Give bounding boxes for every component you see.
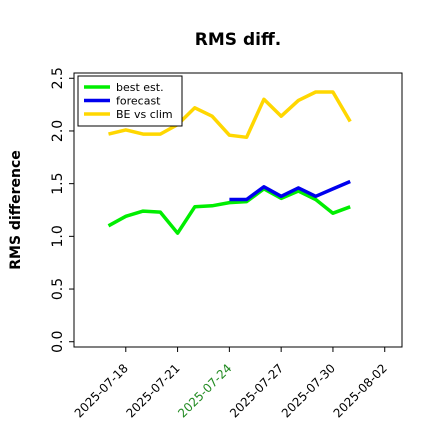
- x-tick-label: 2025-07-24: [175, 361, 234, 420]
- y-tick-label: 0.0: [50, 331, 66, 353]
- series-line: [229, 179, 351, 202]
- legend-label: forecast: [116, 95, 161, 108]
- y-tick-label: 2.5: [50, 67, 66, 89]
- x-tick-label: 2025-08-02: [331, 361, 390, 420]
- legend-label: BE vs clim: [116, 108, 173, 121]
- chart-title: RMS diff.: [195, 30, 281, 50]
- legend-label: best est.: [116, 81, 164, 94]
- x-tick-label: 2025-07-27: [227, 361, 286, 420]
- x-tick-label: 2025-07-21: [123, 361, 182, 420]
- y-tick-label: 1.5: [50, 173, 66, 195]
- x-tick-label: 2025-07-18: [72, 361, 131, 420]
- series-line: [107, 187, 351, 235]
- y-tick-label: 0.5: [50, 278, 66, 300]
- y-axis-label: RMS difference: [8, 150, 24, 270]
- x-tick-label: 2025-07-30: [279, 361, 338, 420]
- y-tick-label: 1.0: [50, 225, 66, 247]
- plot-frame: [73, 72, 403, 348]
- y-tick-label: 2.0: [50, 120, 66, 142]
- series-line: [108, 90, 352, 140]
